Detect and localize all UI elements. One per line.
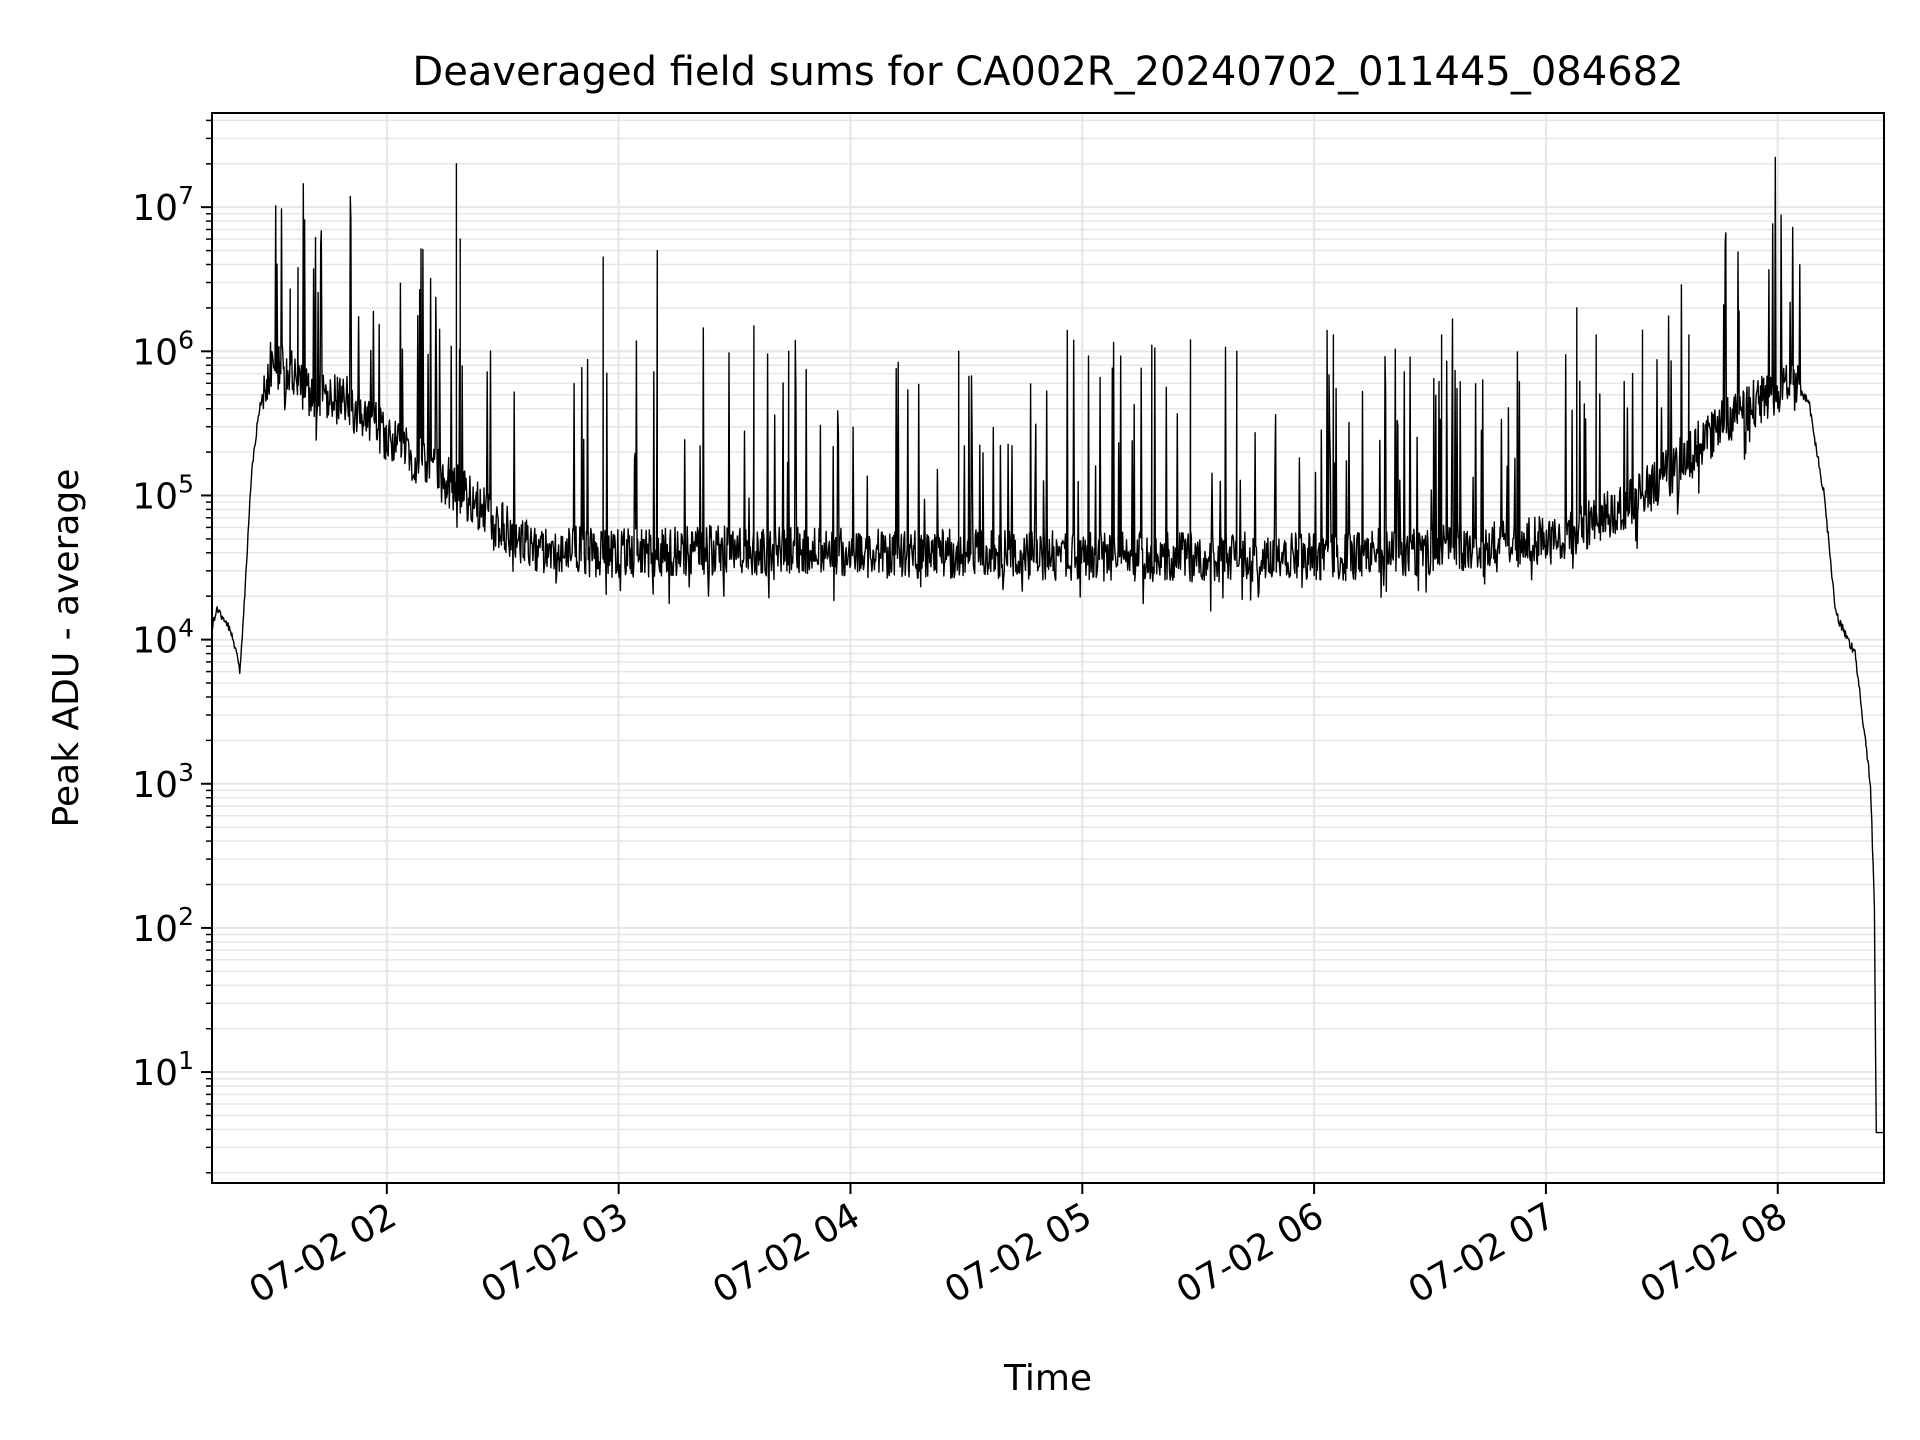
y-tick-label: 102	[132, 902, 194, 950]
x-tick-label: 07-02 06	[1170, 1195, 1331, 1311]
grid	[212, 113, 1884, 1183]
x-tick-label: 07-02 03	[474, 1195, 635, 1311]
x-tick-label: 07-02 08	[1634, 1195, 1795, 1311]
series-line	[211, 156, 1885, 1134]
y-tick-label: 104	[132, 614, 194, 662]
y-tick-label: 103	[132, 758, 194, 806]
x-axis: 07-02 02 07-02 03 07-02 04 07-02 05 07-02 06…	[243, 1183, 1795, 1312]
y-axis-label: Peak ADU - average	[46, 469, 87, 828]
x-tick-label: 07-02 05	[938, 1195, 1099, 1311]
y-tick-label: 107	[132, 181, 194, 229]
y-axis: 101 102 103 104 105 106 107	[132, 119, 212, 1174]
y-tick-label: 105	[132, 469, 194, 517]
x-tick-label: 07-02 07	[1402, 1195, 1563, 1311]
chart-title: Deaveraged field sums for CA002R_2024070…	[412, 49, 1683, 95]
x-tick-label: 07-02 04	[706, 1195, 867, 1311]
y-tick-label: 101	[132, 1046, 194, 1094]
x-axis-label: Time	[1003, 1358, 1092, 1399]
x-tick-label: 07-02 02	[243, 1195, 404, 1311]
y-tick-label: 106	[132, 325, 194, 373]
plot-frame	[211, 112, 1885, 1184]
